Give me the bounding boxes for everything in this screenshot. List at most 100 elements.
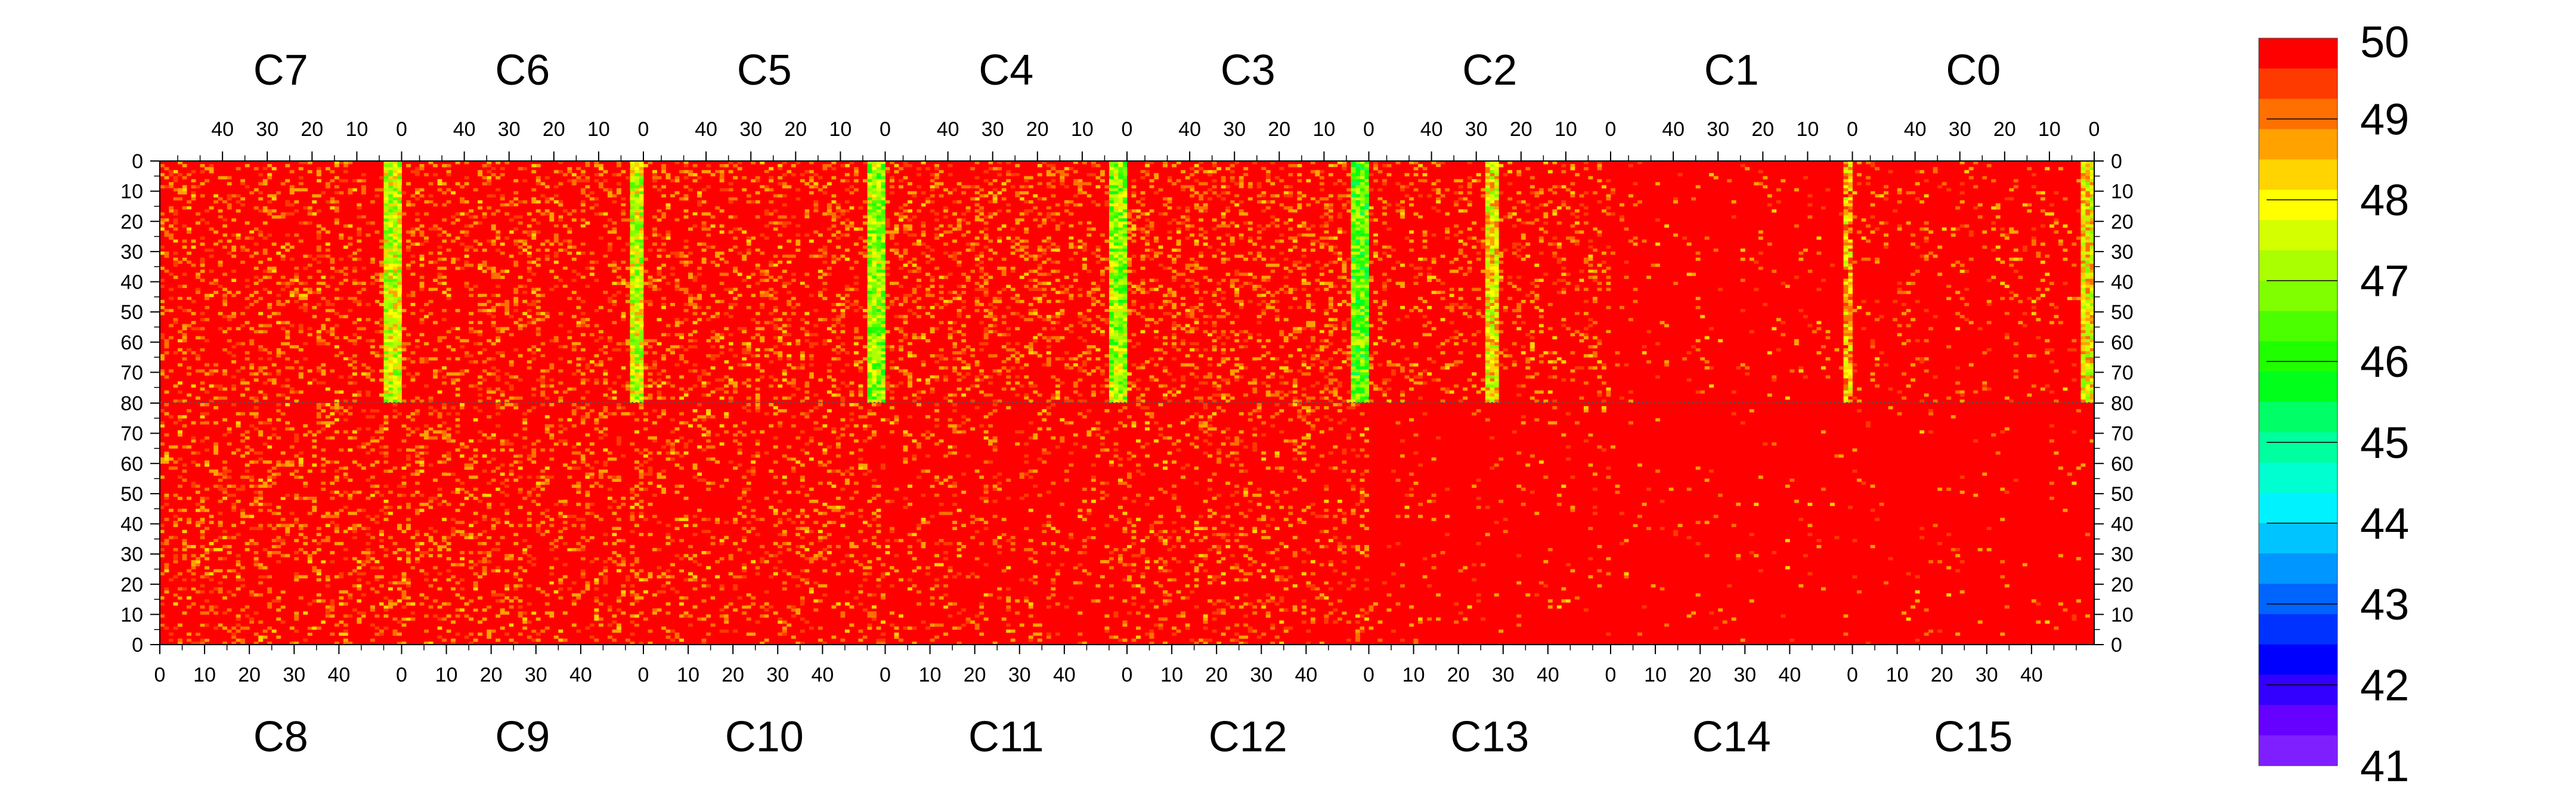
heatmap-cell [617,342,621,345]
heatmap-cell [1118,297,1123,300]
heatmap-cell [1109,200,1114,203]
heatmap-cell [1122,224,1127,227]
heatmap-cell [536,200,541,203]
heatmap-cell [200,221,205,224]
heatmap-cell [643,385,648,388]
heatmap-cell [881,252,886,255]
heatmap-cell [366,394,370,397]
heatmap-cell [747,342,751,345]
heatmap-cell [496,351,500,354]
heatmap-cell [872,270,877,273]
heatmap-cell [626,243,630,246]
heatmap-cell [769,167,773,170]
heatmap-cell [634,170,639,173]
heatmap-cell [621,342,626,345]
heatmap-cell [630,351,634,354]
heatmap-cell [1109,397,1114,400]
heatmap-cell [715,354,720,357]
heatmap-cell [720,252,724,255]
heatmap-cell [174,261,178,264]
heatmap-cell [1118,246,1123,249]
heatmap-cell [491,227,496,230]
heatmap-cell [178,294,182,297]
heatmap-cell [1113,294,1118,297]
heatmap-cell [1113,379,1118,382]
heatmap-cell [652,360,657,363]
heatmap-cell [630,372,634,375]
heatmap-cell [191,312,196,315]
heatmap-cell [1029,224,1033,227]
heatmap-cell [383,188,388,191]
heatmap-cell [500,391,505,394]
heatmap-cell [756,397,760,400]
heatmap-cell [397,397,402,400]
heatmap-cell [626,176,630,179]
heatmap-cell [465,282,469,285]
heatmap-cell [666,234,671,237]
heatmap-cell [442,273,447,275]
heatmap-cell [599,348,603,351]
heatmap-cell [1046,282,1051,285]
heatmap-cell [554,275,559,278]
heatmap-cell [831,273,836,275]
heatmap-cell [263,270,268,273]
heatmap-cell [1069,324,1073,327]
heatmap-cell [392,330,397,333]
heatmap-cell [174,318,178,321]
heatmap-cell [836,336,841,339]
heatmap-cell [617,188,621,191]
heatmap-cell [397,282,402,285]
heatmap-cell [299,221,304,224]
heatmap-cell [388,294,393,297]
heatmap-cell [760,291,764,294]
heatmap-cell [357,237,361,240]
heatmap-cell [630,164,634,167]
heatmap-cell [1122,173,1127,176]
heatmap-cell [715,173,720,176]
heatmap-cell [881,197,886,200]
heatmap-cell [809,246,814,249]
heatmap-cell [438,267,442,270]
heatmap-cell [634,366,639,369]
heatmap-cell [397,197,402,200]
heatmap-cell [478,333,482,336]
heatmap-cell [267,209,272,212]
heatmap-cell [872,249,877,252]
heatmap-cell [693,173,698,176]
heatmap-cell [303,309,308,312]
heatmap-cell [751,336,756,339]
heatmap-cell [1033,339,1038,342]
heatmap-cell [836,258,841,261]
heatmap-cell [567,336,572,339]
heatmap-cell [415,212,420,215]
heatmap-cell [867,315,872,318]
heatmap-cell [531,288,536,291]
heatmap-cell [608,230,612,233]
heatmap-cell [308,221,312,224]
heatmap-cell [308,227,312,230]
heatmap-cell [1069,309,1073,312]
heatmap-cell [876,237,881,240]
heatmap-cell [379,246,384,249]
heatmap-cell [348,342,352,345]
heatmap-cell [317,385,321,388]
heatmap-cell [872,354,877,357]
heatmap-cell [1024,191,1029,194]
heatmap-cell [572,348,577,351]
heatmap-cell [531,170,536,173]
heatmap-cell [1015,218,1020,221]
heatmap-cell [1046,240,1051,243]
heatmap-cell [1113,351,1118,354]
heatmap-cell [540,382,545,385]
heatmap-cell [679,375,684,378]
heatmap-cell [822,382,827,385]
heatmap-cell [760,303,764,306]
heatmap-cell [1118,221,1123,224]
heatmap-cell [621,261,626,264]
heatmap-cell [1122,264,1127,267]
heatmap-cell [858,185,863,188]
heatmap-cell [1118,230,1123,233]
heatmap-cell [742,258,747,261]
heatmap-cell [397,336,402,339]
heatmap-cell [442,191,447,194]
